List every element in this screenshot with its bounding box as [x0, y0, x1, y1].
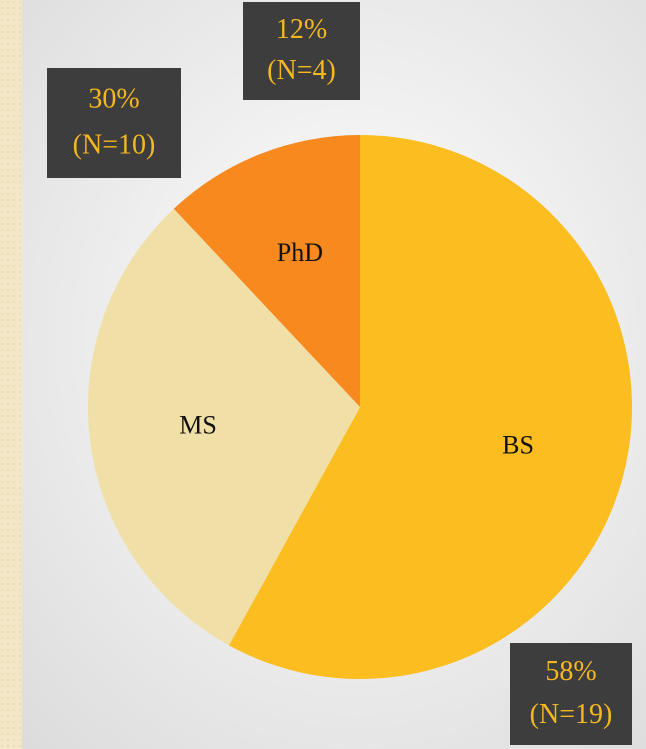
value-label: 58%: [545, 656, 596, 687]
pie-slice: [173, 135, 360, 407]
count-label: (N=19): [530, 699, 613, 730]
count-label: (N=10): [73, 130, 156, 161]
pie-slice: [87, 208, 361, 646]
label-box: [243, 2, 360, 100]
labels: BS 58% (N=19) MS 30% (N=10) PhD 12% (N=4): [47, 2, 632, 745]
value-label: 30%: [88, 83, 139, 114]
label-box: [47, 68, 181, 178]
value-label: 12%: [276, 14, 327, 45]
side-strip: [0, 0, 22, 749]
category-label: MS: [179, 410, 217, 439]
count-label: (N=4): [267, 55, 336, 86]
category-label: BS: [502, 431, 534, 460]
label-box: [510, 643, 632, 745]
pie-slice: [228, 135, 633, 680]
category-label: PhD: [277, 238, 323, 267]
pie: [87, 135, 633, 680]
